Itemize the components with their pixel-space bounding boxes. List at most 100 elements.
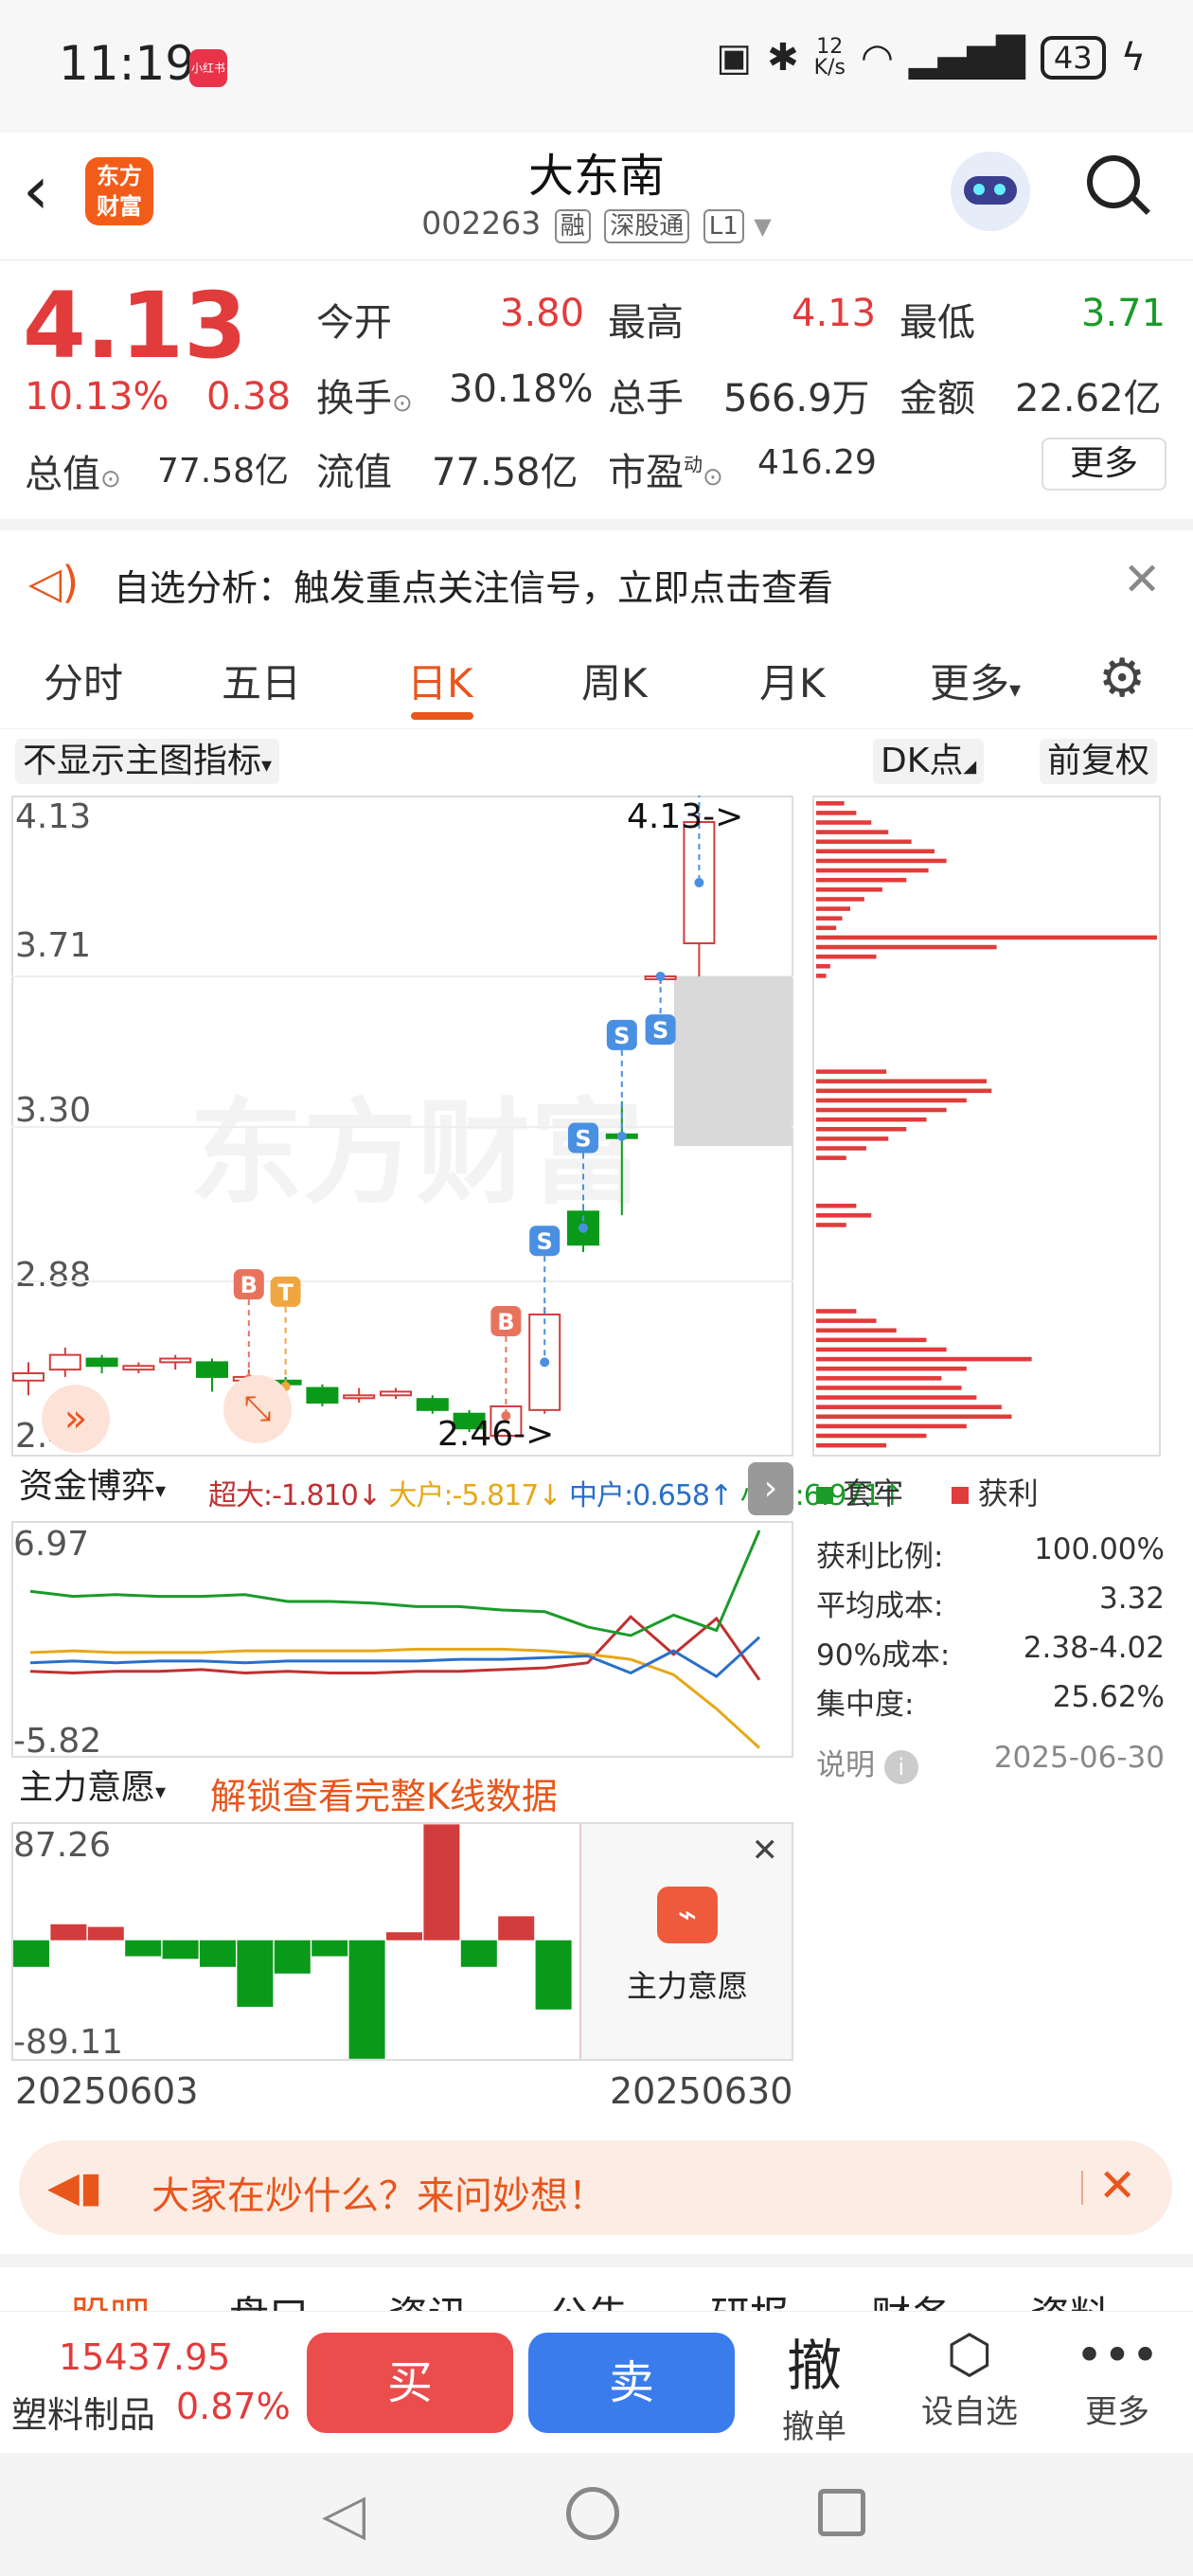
indicator-select[interactable]: 不显示主图指标▾ (15, 739, 280, 784)
bluetooth-icon: ✱ (767, 36, 799, 80)
close-overlay-icon[interactable]: ✕ (751, 1832, 779, 1869)
tab-five-day[interactable]: 五日 (222, 660, 302, 707)
signal-label: B (240, 1272, 258, 1298)
chip-distribution-plot (812, 796, 1161, 1457)
last-price: 4.13 (23, 273, 247, 379)
main-force-app-icon: ⌁ (657, 1887, 718, 1943)
more-dots-icon: ••• (1075, 2328, 1160, 2383)
subtab-guba[interactable]: 股吧 (70, 2284, 150, 2311)
add-watch-button[interactable]: ⬡ 设自选 (913, 2325, 1026, 2432)
chip-bar (816, 944, 997, 950)
index-pct[interactable]: 0.87% (176, 2386, 291, 2427)
market-cap: 77.58亿 (157, 452, 290, 491)
subtab-pankou[interactable]: 盘口 (229, 2284, 309, 2311)
stat-value-90cost: 2.38-4.02 (1023, 1631, 1165, 1665)
chip-bar (816, 935, 1157, 940)
ask-banner[interactable]: ◀▮ 大家在炒什么？来问妙想！ ✕ (19, 2140, 1172, 2235)
stock-code-row[interactable]: 002263 融 深股通 L1 ▼ (0, 205, 1193, 243)
chip-bar (816, 1337, 927, 1343)
system-nav-bar: ◁ (0, 2453, 1193, 2576)
amount-value: 22.62亿 (1015, 377, 1162, 420)
cancel-icon: 撤 (786, 2334, 842, 2398)
low-annotation: 2.46-> (437, 1415, 555, 1454)
stat-label-profit: 获利比例: (816, 1540, 944, 1574)
main-force-bar (13, 1940, 49, 1967)
chip-bar (816, 1079, 987, 1083)
signal-label: S (537, 1228, 553, 1255)
chip-bar (816, 954, 877, 959)
chip-bar (816, 1328, 897, 1333)
nav-home-icon[interactable] (566, 2487, 619, 2540)
candle-body (343, 1394, 376, 1400)
unlock-link[interactable]: 解锁查看完整K线数据 (210, 1776, 558, 1817)
chip-bar (816, 1386, 962, 1390)
status-bar: 11:19 小红书 ▣ ✱ 12 K/s ◠ ▂▄▆█ 43 ϟ (0, 0, 1193, 133)
dk-point-select[interactable]: DK点◢ (873, 739, 985, 784)
assistant-robot-icon[interactable] (951, 152, 1030, 231)
kline-chart-frame[interactable] (11, 796, 793, 1457)
subtab-profile[interactable]: 资料 (1030, 2284, 1110, 2311)
chip-bar (816, 925, 837, 931)
main-force-frame[interactable] (11, 1822, 793, 2061)
chip-bar (816, 830, 889, 834)
chip-bar (816, 1136, 889, 1141)
explain-link[interactable]: 说明 i (816, 1741, 918, 1784)
price-zone-box (674, 975, 792, 1147)
main-force-select[interactable]: 主力意愿▾ (11, 1765, 174, 1811)
tab-more[interactable]: 更多▾ (930, 660, 1022, 707)
chip-bar (816, 1223, 846, 1227)
index-name[interactable]: 塑料制品 (11, 2394, 156, 2436)
kline-plot: BTBSSSSS (11, 796, 793, 1437)
settings-gear-icon[interactable]: ⚙ (1098, 648, 1147, 709)
signal-dot (694, 878, 704, 888)
fund-legend: 超大:-1.810↓ 大户:-5.817↓ 中户:0.658↑ 小户:6.971… (208, 1472, 904, 1513)
subtab-announce[interactable]: 公告 (549, 2284, 629, 2311)
subtab-news[interactable]: 资讯 (388, 2284, 468, 2311)
fund-series-line (29, 1615, 761, 1681)
banner-close-icon[interactable]: ✕ (1098, 2159, 1137, 2212)
index-value[interactable]: 15437.95 (59, 2336, 231, 2378)
change-amount: 0.38 (206, 375, 292, 419)
tag-margin: 融 (554, 209, 591, 243)
back-icon[interactable]: ‹ (23, 152, 49, 229)
more-quote-button[interactable]: 更多 (1042, 438, 1166, 491)
active-tab-indicator (411, 712, 473, 720)
fund-chart-frame[interactable] (11, 1521, 793, 1758)
fund-next-button[interactable]: › (748, 1462, 793, 1515)
sub-tabs: 股吧 盘口 资讯 公告 研报 财务 资料 (0, 2254, 1193, 2311)
sell-button[interactable]: 卖 (528, 2333, 735, 2433)
tab-daily-k[interactable]: 日K (407, 660, 473, 707)
expand-left-icon[interactable]: » (42, 1385, 110, 1453)
fund-game-select[interactable]: 资金博弈▾ (11, 1464, 174, 1510)
chip-bar (816, 897, 864, 902)
chip-bar (816, 1376, 942, 1381)
chip-bar (816, 858, 947, 864)
subtab-research[interactable]: 研报 (710, 2284, 790, 2311)
notification-badge-icon: 小红书 (189, 49, 227, 87)
notice-bar[interactable]: ◁) 自选分析：触发重点关注信号，立即点击查看 ✕ (0, 519, 1193, 623)
low-value: 3.71 (1081, 292, 1166, 335)
chip-bar (816, 1069, 887, 1074)
tab-intraday[interactable]: 分时 (44, 660, 124, 707)
nav-recents-icon[interactable] (818, 2489, 865, 2536)
buy-button[interactable]: 买 (307, 2333, 513, 2433)
candle-body (48, 1353, 81, 1371)
info-icon: i (883, 1750, 918, 1784)
nav-back-icon[interactable]: ◁ (322, 2481, 366, 2548)
subtab-finance[interactable]: 财务 (871, 2284, 951, 2311)
close-icon[interactable]: ✕ (1123, 553, 1162, 606)
tag-level: L1 (703, 209, 744, 243)
adjust-select[interactable]: 前复权 (1040, 739, 1158, 784)
tab-weekly-k[interactable]: 周K (581, 660, 648, 707)
main-force-overlay[interactable]: ✕ ⌁ 主力意愿 (579, 1824, 792, 2059)
signal-label: S (614, 1023, 630, 1049)
more-button[interactable]: ••• 更多 (1060, 2325, 1174, 2432)
main-force-bar (87, 1926, 124, 1941)
search-icon[interactable] (1087, 155, 1151, 220)
cancel-order-button[interactable]: 撤 撤单 (757, 2321, 871, 2447)
candle-body (159, 1357, 192, 1364)
market-cap-label: 总值⊙ (25, 453, 121, 496)
banner-text: 大家在炒什么？来问妙想！ (151, 2174, 606, 2218)
tab-monthly-k[interactable]: 月K (759, 660, 826, 707)
fullscreen-icon[interactable]: ⤡ (223, 1375, 292, 1443)
